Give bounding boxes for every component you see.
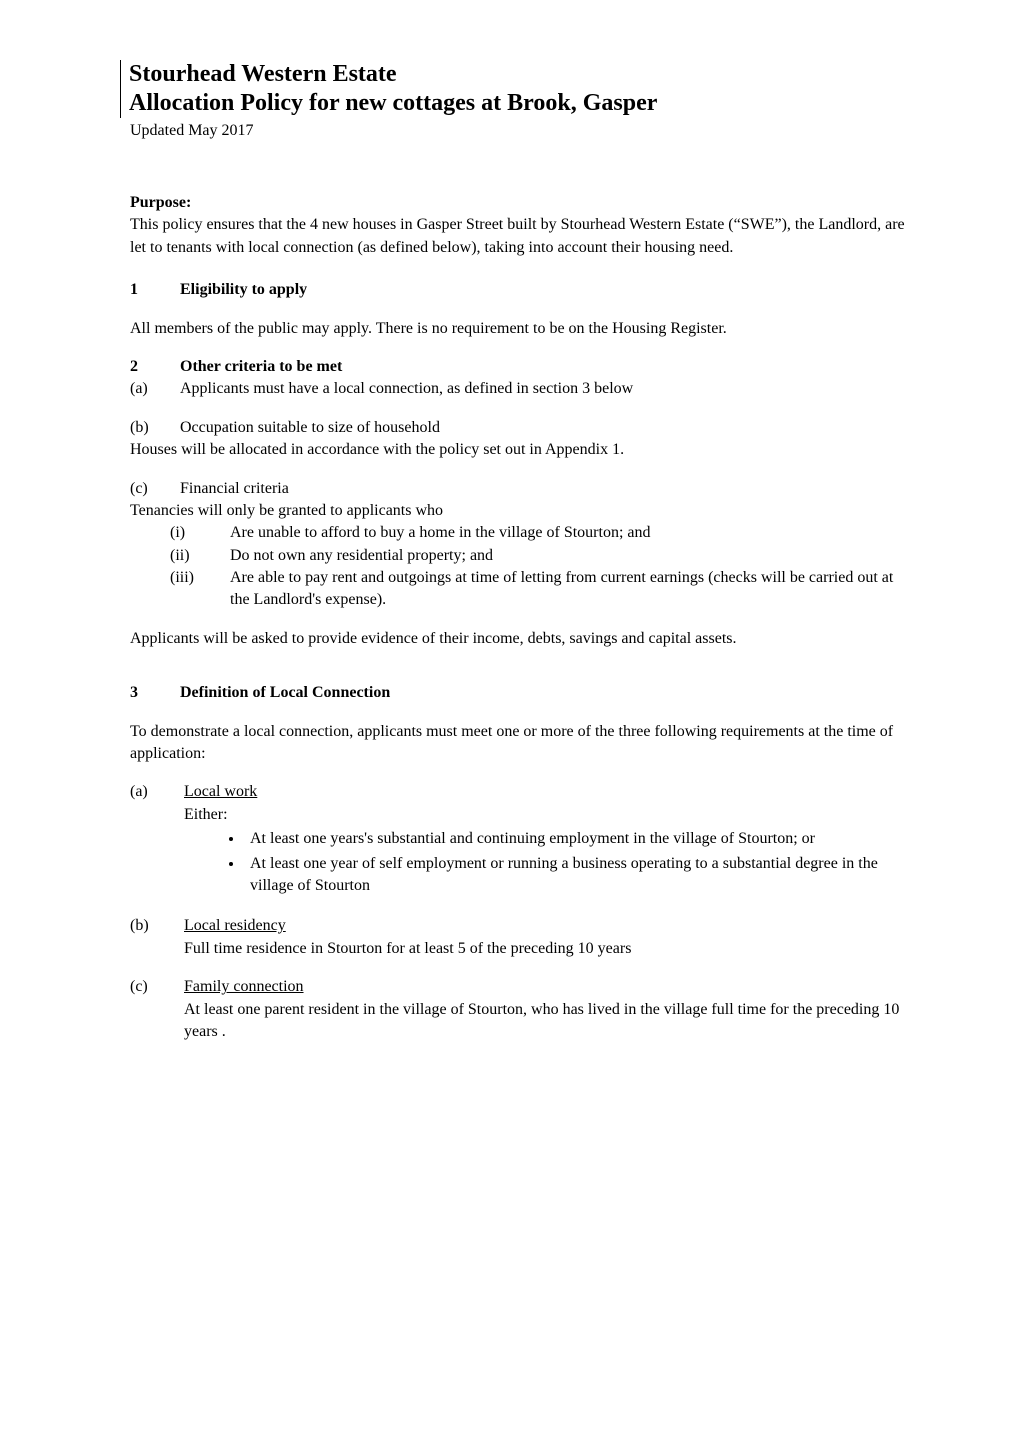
section-3b-heading: Local residency bbox=[184, 917, 286, 934]
letter-3a: (a) bbox=[130, 781, 180, 803]
section-3-title: Definition of Local Connection bbox=[180, 684, 390, 701]
section-3b-text: Full time residence in Stourton for at l… bbox=[184, 938, 904, 960]
section-2-number: 2 bbox=[130, 356, 180, 378]
section-2b-text: Houses will be allocated in accordance w… bbox=[130, 439, 910, 461]
section-2a-text: Applicants must have a local connection,… bbox=[180, 380, 633, 397]
purpose-text: This policy ensures that the 4 new house… bbox=[130, 214, 910, 259]
document-header: Stourhead Western Estate Allocation Poli… bbox=[120, 60, 910, 118]
roman-iii: (iii) bbox=[170, 567, 220, 589]
section-3a-bullets: At least one years's substantial and con… bbox=[184, 828, 904, 897]
roman-i: (i) bbox=[170, 522, 220, 544]
section-2c-closing: Applicants will be asked to provide evid… bbox=[130, 628, 910, 650]
item-text: Are able to pay rent and outgoings at ti… bbox=[230, 569, 893, 608]
list-item: (iii) Are able to pay rent and outgoings … bbox=[130, 567, 910, 612]
section-3b-content: Local residency Full time residence in S… bbox=[184, 915, 904, 960]
item-text: Do not own any residential property; and bbox=[230, 547, 493, 564]
section-3-intro: To demonstrate a local connection, appli… bbox=[130, 721, 910, 766]
section-1-number: 1 bbox=[130, 279, 180, 301]
section-2c-list: (i) Are unable to afford to buy a home in… bbox=[130, 522, 910, 612]
section-3-number: 3 bbox=[130, 682, 180, 704]
section-1-title: Eligibility to apply bbox=[180, 281, 307, 298]
section-3b: (b) Local residency Full time residence … bbox=[130, 915, 910, 960]
section-3c-content: Family connection At least one parent re… bbox=[184, 976, 904, 1043]
letter-3b: (b) bbox=[130, 915, 180, 937]
section-2-heading: 2Other criteria to be met bbox=[130, 356, 910, 378]
section-2b-heading: (b)Occupation suitable to size of househ… bbox=[130, 417, 910, 439]
section-3a: (a) Local work Either: At least one year… bbox=[130, 781, 910, 899]
subtitle: Allocation Policy for new cottages at Br… bbox=[129, 89, 910, 118]
section-3-heading: 3Definition of Local Connection bbox=[130, 682, 910, 704]
section-1-text: All members of the public may apply. The… bbox=[130, 318, 910, 340]
section-2c-title: Financial criteria bbox=[180, 480, 289, 497]
section-3a-heading: Local work bbox=[184, 783, 257, 800]
list-item: At least one years's substantial and con… bbox=[244, 828, 904, 850]
roman-ii: (ii) bbox=[170, 545, 220, 567]
list-item: (ii) Do not own any residential property;… bbox=[130, 545, 910, 567]
section-2b-title: Occupation suitable to size of household bbox=[180, 419, 440, 436]
list-item: (i) Are unable to afford to buy a home in… bbox=[130, 522, 910, 544]
list-item: At least one year of self employment or … bbox=[244, 853, 904, 898]
letter-2a: (a) bbox=[130, 378, 180, 400]
section-2c-heading: (c)Financial criteria bbox=[130, 478, 910, 500]
updated-date: Updated May 2017 bbox=[130, 120, 910, 142]
section-2-title: Other criteria to be met bbox=[180, 358, 342, 375]
section-3c-text: At least one parent resident in the vill… bbox=[184, 999, 904, 1044]
section-2c-intro: Tenancies will only be granted to applic… bbox=[130, 500, 910, 522]
section-2a: (a)Applicants must have a local connecti… bbox=[130, 378, 910, 400]
section-1-heading: 1Eligibility to apply bbox=[130, 279, 910, 301]
letter-2b: (b) bbox=[130, 417, 180, 439]
letter-3c: (c) bbox=[130, 976, 180, 998]
section-3a-content: Local work Either: At least one years's … bbox=[184, 781, 904, 899]
item-text: Are unable to afford to buy a home in th… bbox=[230, 524, 651, 541]
purpose-label: Purpose: bbox=[130, 192, 910, 214]
section-3c-heading: Family connection bbox=[184, 978, 304, 995]
main-title: Stourhead Western Estate bbox=[129, 60, 910, 89]
section-3c: (c) Family connection At least one paren… bbox=[130, 976, 910, 1043]
letter-2c: (c) bbox=[130, 478, 180, 500]
either-label: Either: bbox=[184, 804, 904, 826]
